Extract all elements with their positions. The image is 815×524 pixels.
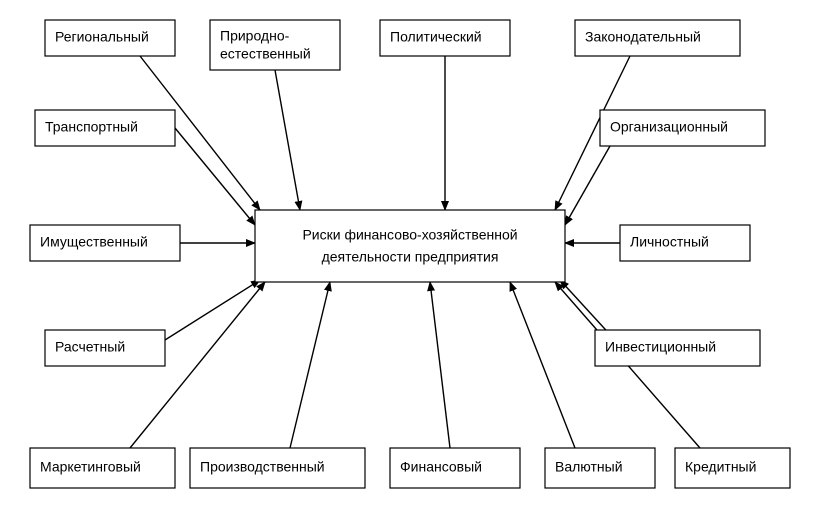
node-label-natural-2: естественный [220, 46, 311, 62]
center-label-line1: Риски финансово-хозяйственной [302, 227, 517, 243]
node-label-transport: Транспортный [45, 119, 138, 135]
node-label-financial: Финансовый [400, 459, 482, 475]
node-label-org: Организационный [610, 119, 728, 135]
node-label-regional: Региональный [55, 29, 149, 45]
node-label-personal: Личностный [630, 234, 709, 250]
node-label-legislative: Законодательный [585, 29, 701, 45]
node-label-production: Производственный [200, 459, 325, 475]
node-label-political: Политический [390, 29, 482, 45]
edge-currency [510, 282, 575, 448]
edge-natural [275, 70, 300, 210]
node-label-property: Имущественный [40, 234, 148, 250]
node-label-investment: Инвестиционный [605, 339, 716, 355]
node-label-marketing: Маркетинговый [40, 459, 141, 475]
edge-production [290, 282, 330, 448]
edge-financial [430, 282, 450, 448]
edge-org [565, 146, 610, 225]
node-label-currency: Валютный [555, 459, 623, 475]
center-label-line2: деятельности предприятия [322, 249, 499, 265]
risk-diagram: Региональный Природно-естественный Политич… [0, 0, 815, 524]
center-box [255, 210, 565, 282]
node-label-natural-1: Природно- [220, 28, 290, 44]
edge-transport [175, 128, 255, 225]
edge-settlement [165, 280, 260, 340]
node-label-settlement: Расчетный [55, 339, 125, 355]
node-label-credit: Кредитный [685, 459, 756, 475]
